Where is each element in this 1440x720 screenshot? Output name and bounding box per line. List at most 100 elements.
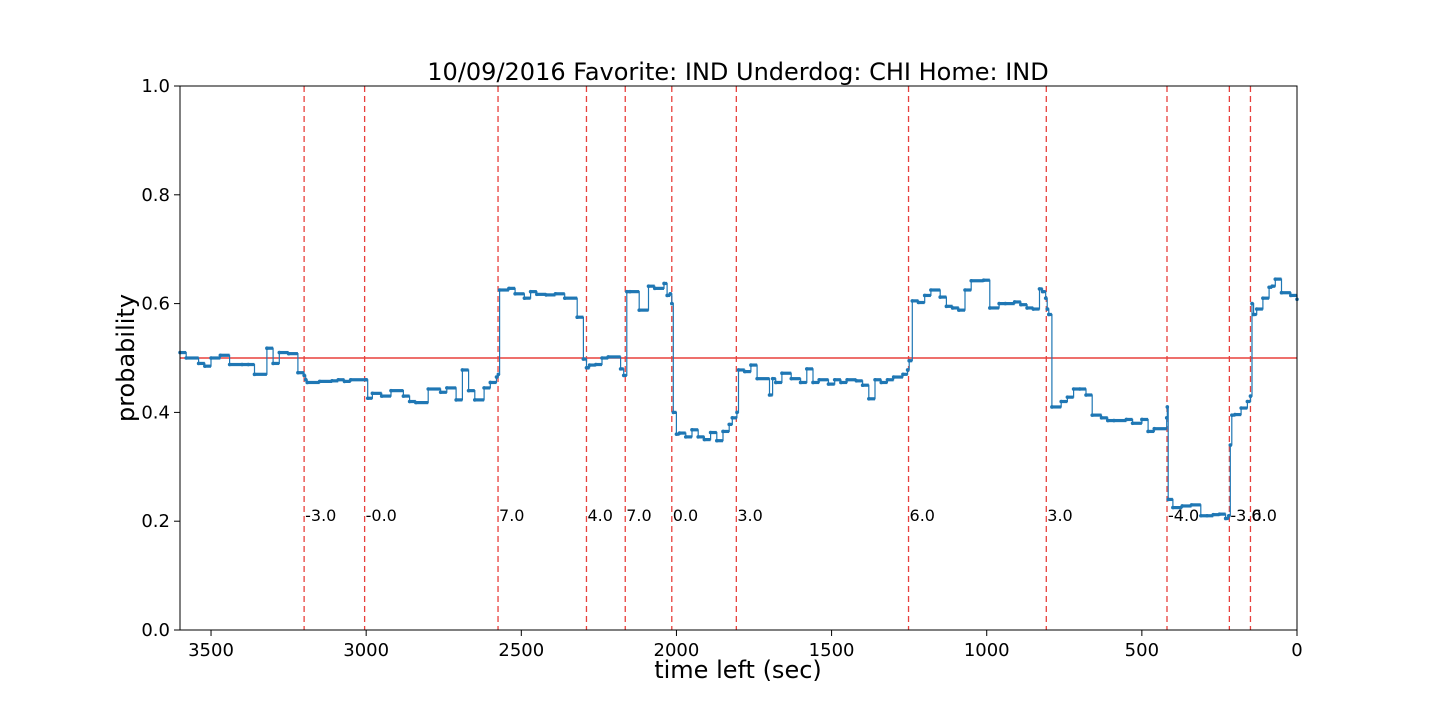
data-point: [901, 372, 905, 377]
data-point: [535, 292, 539, 297]
data-point: [379, 394, 384, 398]
data-point: [1152, 426, 1157, 431]
y-tick-label: 0.4: [141, 402, 170, 423]
data-point: [1233, 412, 1237, 417]
data-point: [1199, 513, 1203, 518]
data-point: [1043, 296, 1048, 300]
data-point: [854, 379, 859, 383]
data-point: [1245, 399, 1250, 404]
data-point: [845, 377, 849, 382]
score-event-label: 0.0: [673, 506, 698, 525]
data-point: [860, 383, 865, 388]
data-point: [1046, 312, 1051, 317]
data-point: [606, 355, 610, 359]
data-point: [922, 293, 927, 298]
data-point: [789, 376, 794, 381]
data-point: [1078, 387, 1082, 391]
data-point: [702, 437, 707, 442]
data-point: [879, 380, 884, 385]
data-point: [671, 410, 676, 415]
data-point: [553, 292, 558, 296]
data-point: [513, 292, 517, 296]
y-tick-label: 0.0: [141, 620, 170, 641]
data-point: [969, 278, 974, 283]
data-point: [581, 357, 586, 361]
data-point: [600, 356, 604, 360]
data-point: [755, 376, 759, 381]
data-point: [401, 394, 406, 398]
data-point: [330, 379, 334, 383]
data-point: [302, 373, 306, 378]
data-point: [767, 393, 772, 397]
data-point: [690, 428, 694, 432]
x-tick-label: 2000: [654, 640, 700, 661]
data-point: [1003, 301, 1008, 306]
chart-title: 10/09/2016 Favorite: IND Underdog: CHI H…: [427, 58, 1048, 86]
data-point: [1146, 429, 1150, 434]
score-event-label: 7.0: [499, 506, 524, 525]
y-tick-label: 1.0: [141, 76, 170, 97]
x-tick-label: 3500: [188, 640, 234, 661]
data-point: [1012, 300, 1017, 304]
data-point: [1059, 399, 1063, 404]
data-point: [749, 363, 753, 367]
data-point: [1019, 302, 1023, 307]
data-point: [662, 281, 666, 286]
y-tick-label: 0.8: [141, 185, 170, 206]
data-point: [1205, 513, 1209, 518]
data-point: [1239, 406, 1243, 410]
data-point: [677, 431, 682, 435]
data-point: [867, 397, 871, 401]
score-event-label: 7.0: [626, 506, 651, 525]
data-point: [240, 362, 244, 367]
data-point: [414, 400, 418, 405]
data-point: [1099, 416, 1104, 420]
data-point: [438, 390, 443, 395]
data-point: [1040, 289, 1045, 294]
data-point: [1288, 293, 1293, 298]
data-point: [1140, 417, 1144, 422]
data-point: [246, 362, 251, 367]
data-point: [286, 351, 291, 356]
data-point: [277, 350, 282, 355]
score-event-label: -4.0: [1168, 506, 1199, 525]
data-point: [773, 380, 778, 385]
data-point: [1267, 285, 1271, 290]
data-point: [963, 288, 967, 292]
data-point: [1037, 287, 1042, 291]
data-point: [618, 367, 623, 371]
data-point: [811, 380, 815, 385]
data-point: [839, 380, 843, 385]
axis-layer: 3500 3000 2500 2000 1500 1000 500 0 0.0 0.2 0.4 0.6…: [141, 76, 1302, 661]
data-point: [873, 377, 877, 382]
data-point: [770, 376, 775, 381]
data-point: [1189, 503, 1194, 507]
data-point: [496, 372, 501, 377]
data-point: [426, 387, 431, 391]
data-point: [798, 380, 803, 385]
reference-layer: [180, 86, 1297, 630]
data-point: [625, 289, 629, 294]
data-point: [209, 356, 213, 360]
x-axis-title: time left (sec): [654, 656, 822, 684]
score-event-label: -0.0: [366, 506, 397, 525]
data-point: [1124, 417, 1129, 422]
data-point: [956, 308, 961, 312]
data-point: [665, 293, 669, 298]
data-point: [674, 432, 679, 436]
data-point: [271, 361, 275, 366]
data-point: [1164, 416, 1169, 420]
data-point: [544, 293, 548, 297]
data-point: [336, 377, 341, 382]
data-point: [735, 410, 739, 415]
data-point: [988, 306, 992, 310]
data-point: [1090, 413, 1095, 417]
x-tick-label: 0: [1291, 640, 1302, 661]
data-point: [507, 286, 511, 291]
data-point: [575, 315, 579, 320]
data-point: [1180, 504, 1184, 508]
data-point: [905, 368, 910, 372]
x-tick-label: 500: [1125, 640, 1159, 661]
data-point: [730, 416, 735, 420]
